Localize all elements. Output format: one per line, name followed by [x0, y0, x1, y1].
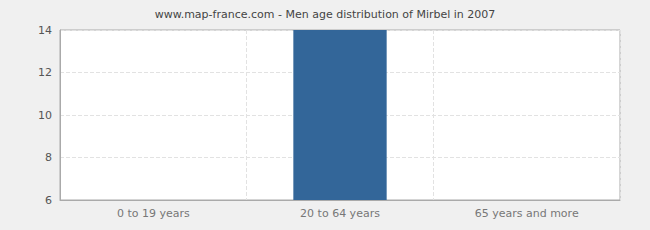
- svg-text:6: 6: [45, 194, 52, 207]
- svg-text:12: 12: [38, 66, 52, 79]
- svg-text:0 to 19 years: 0 to 19 years: [117, 207, 190, 220]
- svg-text:14: 14: [38, 24, 52, 37]
- svg-text:20 to 64 years: 20 to 64 years: [300, 207, 380, 220]
- svg-text:www.map-france.com - Men age d: www.map-france.com - Men age distributio…: [155, 8, 496, 21]
- svg-text:65 years and more: 65 years and more: [475, 207, 579, 220]
- svg-text:10: 10: [38, 109, 52, 122]
- svg-text:8: 8: [45, 151, 52, 164]
